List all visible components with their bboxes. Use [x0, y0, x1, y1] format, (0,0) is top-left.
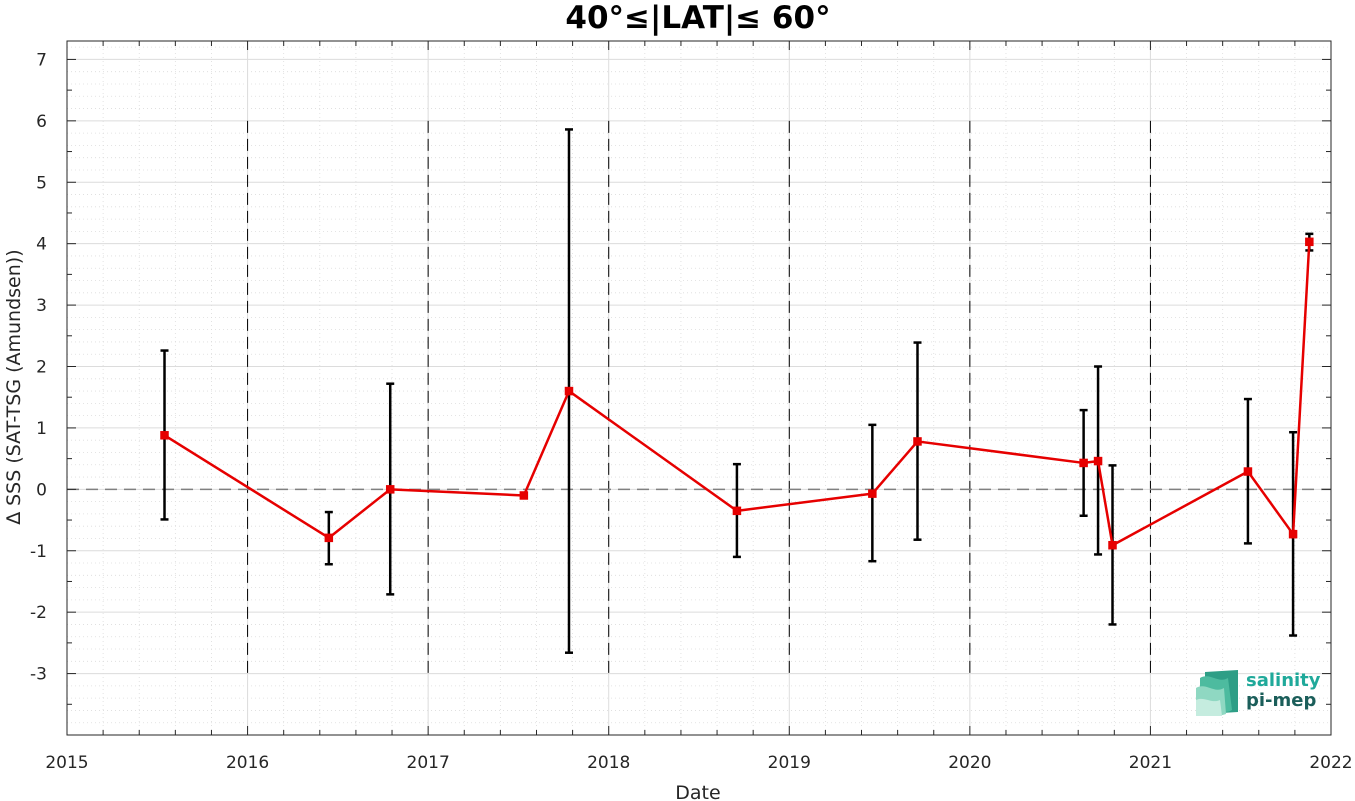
data-point [385, 485, 395, 494]
data-point [1093, 456, 1103, 466]
y-tick-label: 7 [36, 50, 47, 70]
x-tick-label: 2017 [407, 753, 450, 773]
salinity-pi-mep-logo: salinity pi-mep [1196, 670, 1321, 716]
y-tick-labels: -3 -2 -1 0 1 2 3 4 5 6 7 [30, 50, 47, 684]
logo-line1: salinity [1246, 670, 1321, 691]
data-markers [160, 237, 1314, 550]
y-tick-label: 0 [36, 480, 47, 500]
logo-wave-icon [1196, 670, 1238, 716]
y-tick-label: -3 [30, 665, 47, 685]
y-tick-label: -1 [30, 542, 47, 562]
y-tick-label: 3 [36, 296, 47, 316]
x-tick-label: 2015 [45, 753, 88, 773]
x-tick-label: 2021 [1129, 753, 1172, 773]
data-point [1108, 540, 1117, 550]
data-point [732, 506, 742, 516]
y-tick-label: 2 [36, 358, 47, 378]
error-bars [160, 128, 1314, 654]
series-line [163, 241, 1311, 547]
axis-ticks [66, 41, 1332, 735]
data-point [519, 491, 529, 500]
y-tick-label: 1 [36, 419, 47, 439]
y-tick-label: 4 [36, 235, 47, 255]
x-tick-label: 2020 [948, 753, 991, 773]
y-tick-label: 6 [36, 112, 47, 132]
x-tick-label: 2018 [587, 753, 630, 773]
y-axis-title: ∆ SSS (SAT-TSG (Amundsen)) [3, 249, 25, 525]
data-point [160, 431, 169, 440]
data-point [564, 386, 574, 396]
data-point [1079, 458, 1088, 468]
x-tick-labels: 2015 2016 2017 2018 2019 2020 2021 2022 [45, 753, 1352, 773]
grid [66, 41, 1332, 736]
data-point [913, 437, 922, 446]
data-point [324, 533, 334, 543]
x-tick-label: 2022 [1309, 753, 1352, 773]
data-point [1305, 237, 1314, 247]
x-tick-label: 2016 [226, 753, 269, 773]
logo-line2: pi-mep [1246, 690, 1316, 711]
data-point [1243, 467, 1253, 476]
plot-frame [66, 40, 1332, 736]
year-separators [247, 120, 1151, 674]
x-tick-label: 2019 [768, 753, 811, 773]
x-axis-title: Date [675, 782, 720, 801]
y-tick-label: 5 [36, 173, 47, 193]
y-tick-label: -2 [30, 603, 47, 623]
data-point [868, 489, 877, 498]
chart-title: 40°≤|LAT|≤ 60° [565, 0, 830, 36]
data-point [1288, 529, 1298, 539]
